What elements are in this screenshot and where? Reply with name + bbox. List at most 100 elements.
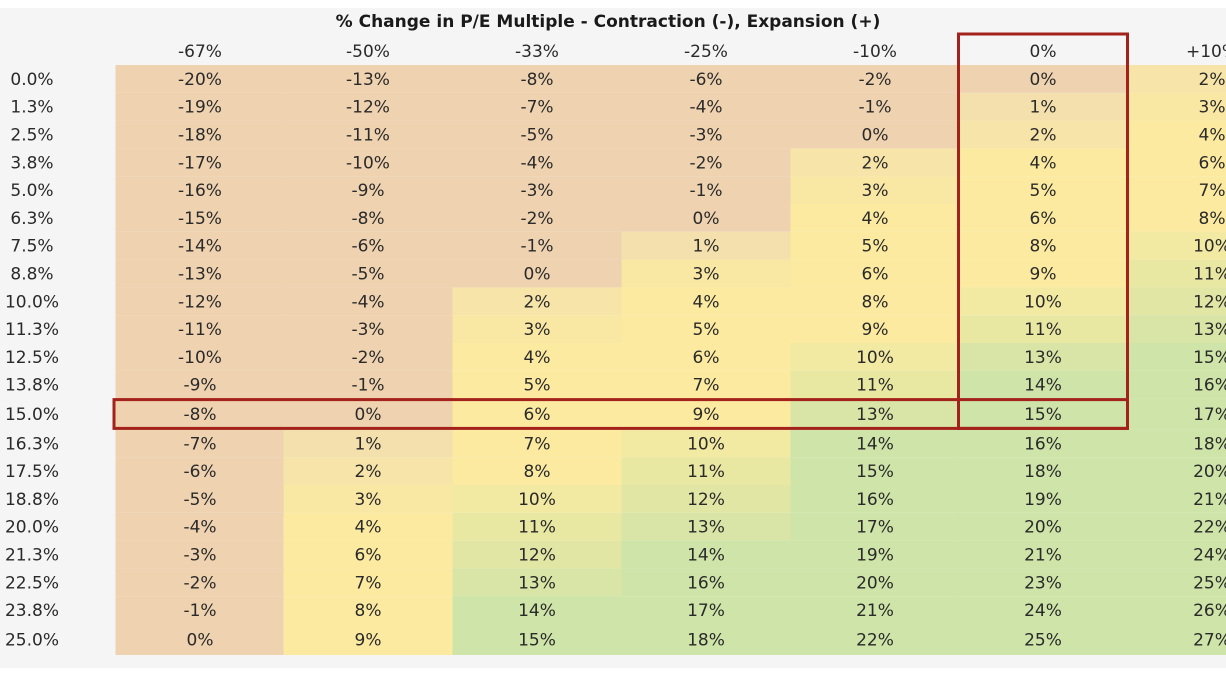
cell-value: 0% (1030, 70, 1057, 90)
heatmap-cell (790, 65, 960, 93)
cell-value: 9% (693, 405, 720, 425)
heatmap-cell (621, 512, 791, 541)
cell-value: -6% (689, 70, 722, 90)
heatmap-cell (790, 176, 960, 204)
cell-value: -11% (346, 126, 390, 146)
heatmap-cell (1127, 176, 1226, 204)
heatmap-cell (1127, 457, 1226, 485)
heatmap-cell (115, 287, 285, 316)
row-label: 11.3% (5, 320, 59, 340)
cell-value: 15% (1024, 405, 1062, 425)
cell-value: 4% (693, 292, 720, 312)
cell-value: 0% (862, 126, 889, 146)
cell-value: 24% (1193, 546, 1226, 566)
cell-value: 11% (518, 518, 556, 538)
row-label: 8.8% (10, 265, 53, 285)
column-header: 0% (1030, 42, 1057, 62)
cell-value: -2% (183, 573, 216, 593)
heatmap-cell (283, 343, 453, 371)
cell-value: 18% (687, 631, 725, 651)
column-header: -67% (178, 42, 222, 62)
heatmap-cell (958, 568, 1128, 597)
heatmap-cell (1127, 568, 1226, 597)
heatmap-cell (452, 568, 622, 597)
heatmap-cell (283, 370, 453, 399)
heatmap-cell (1127, 343, 1226, 371)
heatmap-cell (1127, 624, 1226, 655)
heatmap-cell (621, 370, 791, 399)
cell-value: 22% (1193, 518, 1226, 538)
heatmap-cell (452, 624, 622, 655)
cell-value: 11% (856, 376, 894, 396)
heatmap-cell (958, 512, 1128, 541)
cell-value: 14% (1024, 376, 1062, 396)
row-label: 20.0% (5, 518, 59, 538)
heatmap-cell (452, 148, 622, 177)
heatmap-cell (621, 596, 791, 624)
cell-value: 3% (693, 265, 720, 285)
cell-value: 16% (1193, 376, 1226, 396)
heatmap-cell (452, 596, 622, 624)
heatmap-cell (115, 120, 285, 149)
heatmap-cell (958, 287, 1128, 316)
cell-value: -4% (183, 518, 216, 538)
heatmap-cell (958, 429, 1128, 458)
heatmap-cell (452, 429, 622, 458)
cell-value: -17% (178, 153, 222, 173)
heatmap-cell (958, 231, 1128, 260)
heatmap-cell (115, 398, 285, 430)
row-label: 22.5% (5, 573, 59, 593)
heatmap-cell (283, 596, 453, 624)
cell-value: -14% (178, 237, 222, 257)
heatmap-cell (452, 457, 622, 485)
heatmap-cell (115, 231, 285, 260)
heatmap-cell (452, 398, 622, 430)
cell-value: 7% (1199, 181, 1226, 201)
cell-value: 16% (1024, 434, 1062, 454)
heatmap-cell (452, 540, 622, 569)
cell-value: 4% (524, 348, 551, 368)
heatmap-cell (283, 65, 453, 93)
cell-value: 24% (1024, 601, 1062, 621)
heatmap-cell (452, 65, 622, 93)
heatmap-cell (452, 120, 622, 149)
heatmap-cell (621, 343, 791, 371)
heatmap-cell (283, 287, 453, 316)
cell-value: 8% (1199, 209, 1226, 229)
row-label: 13.8% (5, 376, 59, 396)
heatmap-cell (1127, 540, 1226, 569)
heatmap-cell (1127, 287, 1226, 316)
cell-value: 5% (524, 376, 551, 396)
cell-value: 4% (1199, 126, 1226, 146)
cell-value: 10% (1024, 292, 1062, 312)
cell-value: 13% (687, 518, 725, 538)
heatmap-cell (958, 148, 1128, 177)
column-header: -10% (853, 42, 897, 62)
cell-value: -3% (689, 126, 722, 146)
cell-value: 6% (524, 405, 551, 425)
cell-value: -20% (178, 70, 222, 90)
cell-value: -16% (178, 181, 222, 201)
heatmap-cell (283, 485, 453, 513)
heatmap-cell (283, 429, 453, 458)
cell-value: 22% (856, 631, 894, 651)
heatmap-cell (790, 204, 960, 232)
cell-value: -15% (178, 209, 222, 229)
heatmap-cell (790, 92, 960, 121)
cell-value: 3% (1199, 98, 1226, 118)
heatmap-cell (958, 398, 1128, 430)
heatmap-cell (115, 176, 285, 204)
cell-value: 8% (862, 292, 889, 312)
cell-value: 6% (693, 348, 720, 368)
heatmap-cell (1127, 120, 1226, 149)
heatmap-cell (115, 540, 285, 569)
cell-value: 23% (1024, 573, 1062, 593)
cell-value: 2% (355, 462, 382, 482)
heatmap-cell (115, 624, 285, 655)
cell-value: -2% (351, 348, 384, 368)
heatmap-cell (790, 624, 960, 655)
column-header: -33% (515, 42, 559, 62)
cell-value: 13% (1193, 320, 1226, 340)
heatmap-cell (283, 92, 453, 121)
cell-value: -3% (520, 181, 553, 201)
